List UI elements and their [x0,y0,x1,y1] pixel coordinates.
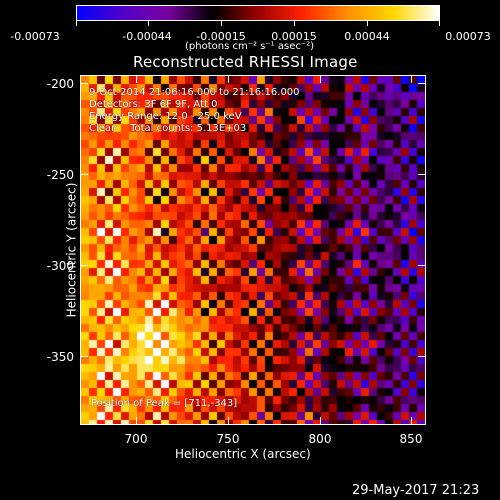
y-tick [418,83,426,84]
x-tick [320,417,321,425]
x-tick [136,417,137,425]
colorbar-tick [221,21,222,26]
colorbar-tick [294,21,295,26]
x-tick [228,75,229,83]
y-tick [418,174,426,175]
colorbar-tick [439,21,440,26]
colorbar-tick-label: 0.00044 [344,30,390,43]
colorbar-tick-label: -0.00015 [196,30,246,43]
x-tick-label: 700 [124,432,148,446]
image-plot-area: 9-Oct-2014 21:06:16.000 to 21:16:16.000 … [80,75,426,425]
y-tick-label: -350 [46,350,74,364]
x-tick-label: 800 [308,432,332,446]
colorbar [76,5,440,21]
colorbar-tick [367,21,368,26]
rhessi-heatmap [81,76,425,424]
y-tick-label: -200 [46,77,74,91]
peak-position-annotation: Position of Peak = [711,-343] [91,398,238,409]
x-tick [411,417,412,425]
y-axis-title: Heliocentric Y (arcsec) [64,182,79,318]
x-tick [228,417,229,425]
x-tick [320,75,321,83]
detectors-annotation: Detectors: 3F 6F 9F, Att 0 [89,99,218,110]
colorbar-tick [76,21,77,26]
y-tick [418,356,426,357]
y-tick [418,265,426,266]
colorbar-tick-label: -0.00044 [122,30,172,43]
y-tick [80,356,88,357]
y-tick [80,83,88,84]
x-tick-label: 850 [399,432,423,446]
x-tick [411,75,412,83]
colorbar-tick-label: -0.00073 [10,30,60,43]
y-tick [80,174,88,175]
y-tick-label: -250 [46,168,74,182]
energy-range-annotation: Energy Range: 12.0 - 25.0 keV [89,111,242,122]
generation-timestamp: 29-May-2017 21:23 [352,483,480,498]
time-range-annotation: 9-Oct-2014 21:06:16.000 to 21:16:16.000 [89,87,300,98]
x-tick-label: 750 [216,432,240,446]
colorbar-tick-label: 0.00073 [445,30,491,43]
colorbar-tick-label: 0.00015 [271,30,317,43]
x-axis-title: Heliocentric X (arcsec) [175,447,311,461]
colorbar-units-label: (photons cm⁻² s⁻¹ asec⁻²) [185,41,315,52]
clean-counts-annotation: Clean Total counts: 5.13E+03 [89,123,247,134]
y-tick [80,265,88,266]
colorbar-tick [148,21,149,26]
x-tick [136,75,137,83]
y-tick-label: -300 [46,259,74,273]
plot-title: Reconstructed RHESSI Image [133,53,358,71]
